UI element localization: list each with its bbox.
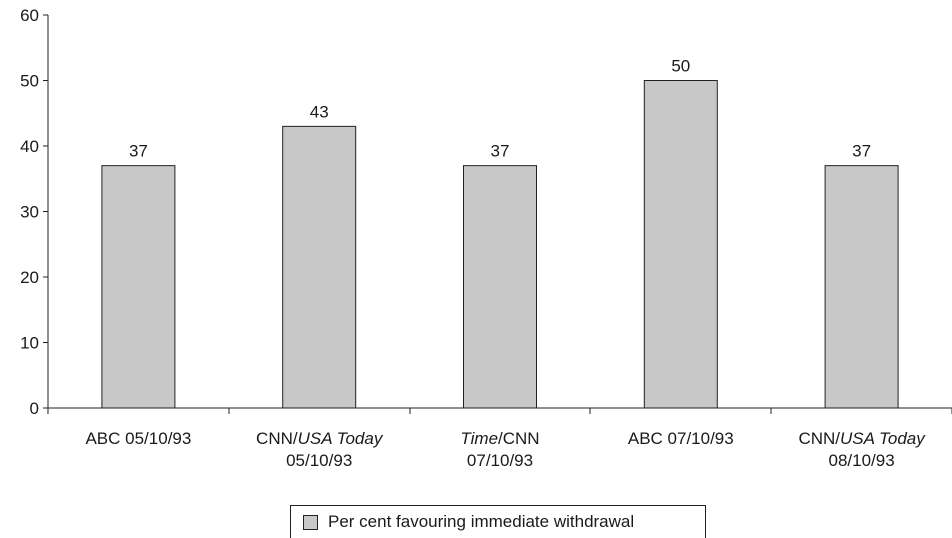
x-category-label: Time/CNN — [460, 429, 539, 448]
x-category-label: 05/10/93 — [286, 451, 352, 470]
data-label: 37 — [491, 142, 510, 161]
data-label: 37 — [852, 142, 871, 161]
y-tick-label: 10 — [20, 334, 39, 353]
legend-swatch — [303, 514, 318, 530]
legend-label: Per cent favouring immediate withdrawal — [328, 512, 635, 531]
x-category-label: 07/10/93 — [467, 451, 533, 470]
bar — [643, 80, 718, 409]
bar — [463, 165, 537, 409]
x-category-label: ABC 07/10/93 — [628, 429, 734, 448]
y-tick-label: 30 — [20, 203, 39, 222]
bar-chart: 0 10 20 30 40 50 60 37 ABC 05/10/93 43 CNN/USA Tod… — [20, 6, 952, 470]
y-tick-label: 40 — [20, 137, 39, 156]
x-category-label: CNN/USA Today — [798, 429, 926, 448]
y-tick-label: 0 — [30, 399, 39, 418]
data-label: 43 — [310, 102, 329, 121]
x-category-label: CNN/USA Today — [256, 429, 384, 448]
data-label: 37 — [129, 142, 148, 161]
bar — [101, 165, 176, 409]
y-tick-label: 60 — [20, 6, 39, 25]
bar — [824, 165, 899, 409]
y-tick-label: 20 — [20, 268, 39, 287]
data-label: 50 — [671, 57, 690, 76]
x-category-label: ABC 05/10/93 — [85, 429, 191, 448]
y-tick-label: 50 — [20, 72, 39, 91]
x-category-label: 08/10/93 — [829, 451, 895, 470]
bar — [282, 125, 357, 409]
legend: Per cent favouring immediate withdrawal — [290, 505, 706, 538]
